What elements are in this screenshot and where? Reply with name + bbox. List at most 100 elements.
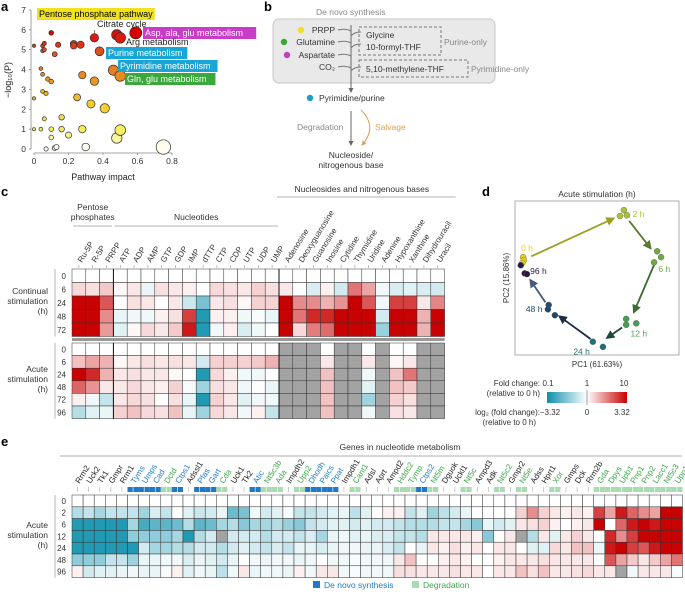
heatmap-cell	[154, 355, 169, 369]
heatmap-cell	[99, 355, 114, 369]
heatmap-cell	[223, 405, 238, 419]
heatmap-cell	[333, 309, 349, 324]
heatmap-cell	[504, 494, 517, 508]
heatmap-cell	[249, 565, 261, 578]
heatmap-cell	[182, 506, 195, 519]
heatmap-cell	[416, 355, 432, 369]
heatmap-cell	[604, 518, 617, 531]
degradation-label: Degradation	[297, 122, 344, 132]
row-time-label: 96	[57, 568, 66, 577]
heatmap-cell	[549, 565, 561, 578]
heatmap-cell	[171, 565, 184, 578]
heatmap-cell	[71, 380, 87, 394]
heatmap-cell	[249, 541, 261, 555]
heatmap-cell	[204, 506, 217, 519]
heatmap-cell	[85, 295, 100, 310]
heatmap-cell	[154, 295, 169, 310]
heatmap-cell	[320, 342, 335, 356]
heatmap-cell	[320, 405, 335, 419]
heatmap-cell	[306, 309, 321, 324]
heatmap-cell	[549, 530, 561, 543]
heatmap-cell	[71, 506, 84, 519]
pca-point	[633, 320, 640, 327]
pca-point	[544, 306, 552, 313]
heatmap-cell	[460, 530, 472, 543]
heatmap-cell	[99, 268, 114, 283]
heatmap-cell	[382, 541, 395, 555]
heatmap-cell	[471, 565, 483, 578]
de-novo-box	[272, 18, 496, 84]
heatmap-cell	[171, 553, 184, 567]
heatmap-cell	[227, 506, 239, 519]
heatmap-cell	[292, 355, 307, 369]
heatmap-cell	[593, 553, 606, 567]
heatmap-cell	[71, 342, 87, 356]
pca-trajectory-arrow	[605, 326, 623, 340]
heatmap-cell	[571, 553, 583, 567]
heatmap-cell	[333, 282, 349, 297]
heatmap-cell	[195, 393, 211, 407]
row-time-label: 6	[62, 358, 67, 367]
heatmap-cell	[154, 309, 169, 324]
heatmap-cell	[347, 355, 363, 369]
heatmap-cell	[382, 565, 395, 578]
heatmap-cell	[426, 541, 439, 555]
heatmap-cell	[71, 530, 84, 543]
heatmap-cell	[71, 393, 87, 407]
heatmap-cell	[371, 553, 384, 567]
heatmap-cell	[504, 506, 517, 519]
heatmap-cell	[264, 268, 280, 283]
heatmap-cell	[105, 494, 117, 508]
heatmap-cell	[127, 553, 139, 567]
pathway-point	[78, 71, 87, 80]
heatmap-cell	[182, 393, 197, 407]
pca-group-label: 96 h	[530, 266, 547, 276]
annotation-highlight	[125, 73, 216, 85]
heatmap-cell	[260, 565, 273, 578]
fold-change-sublabel: (relative to 0 h)	[487, 389, 541, 398]
heatmap-cell	[430, 367, 445, 382]
heatmap-cell	[82, 494, 95, 508]
product-label: Pyrimidine/purine	[319, 93, 385, 103]
heatmap-cell	[127, 565, 139, 578]
heatmap-cell	[293, 518, 306, 531]
heatmap-cell	[227, 530, 239, 543]
heatmap-cell	[93, 506, 106, 519]
heatmap-cell	[223, 322, 238, 337]
heatmap-cell	[149, 565, 162, 578]
heatmap-cell	[389, 268, 404, 283]
heatmap-cell	[471, 506, 483, 519]
heatmap-cell	[82, 553, 95, 567]
heatmap-cell	[216, 565, 228, 578]
heatmap-cell	[637, 565, 650, 578]
heatmap-cell	[223, 309, 238, 324]
heatmap-cell	[160, 565, 173, 578]
heatmap-cell	[449, 494, 461, 508]
heatmap-cell	[333, 405, 349, 419]
heatmap-cell	[504, 518, 517, 531]
heatmap-cell	[493, 541, 506, 555]
heatmap-cell	[360, 494, 372, 508]
heatmap-cell	[438, 553, 450, 567]
heatmap-cell	[537, 541, 550, 555]
heatmap-cell	[99, 322, 114, 337]
heatmap-cell	[360, 506, 372, 519]
heatmap-cell	[360, 530, 372, 543]
heatmap-cell	[193, 553, 206, 567]
formyl-thf-label: 10-formyl-THF	[366, 42, 421, 52]
heatmap-cell	[402, 342, 418, 356]
purine-dashed-box	[358, 26, 442, 56]
heatmap-cell	[195, 322, 211, 337]
gene-heatmap-cells: Rrm2Uck2Tk1GmprRrm1TymsUmpsCadDctdCtps1A…	[7, 457, 685, 578]
heatmap-cell	[251, 282, 266, 297]
heatmap-cell	[105, 565, 117, 578]
heatmap-cell	[626, 518, 639, 531]
heatmap-cell	[182, 268, 197, 283]
column-label: GDP	[173, 245, 190, 264]
heatmap-cell	[404, 565, 417, 578]
input-dot-prpp	[297, 26, 305, 34]
heatmap-cell	[415, 506, 428, 519]
heatmap-cell	[293, 553, 306, 567]
heatmap-cell	[320, 355, 335, 369]
heatmap-cell	[333, 393, 349, 407]
